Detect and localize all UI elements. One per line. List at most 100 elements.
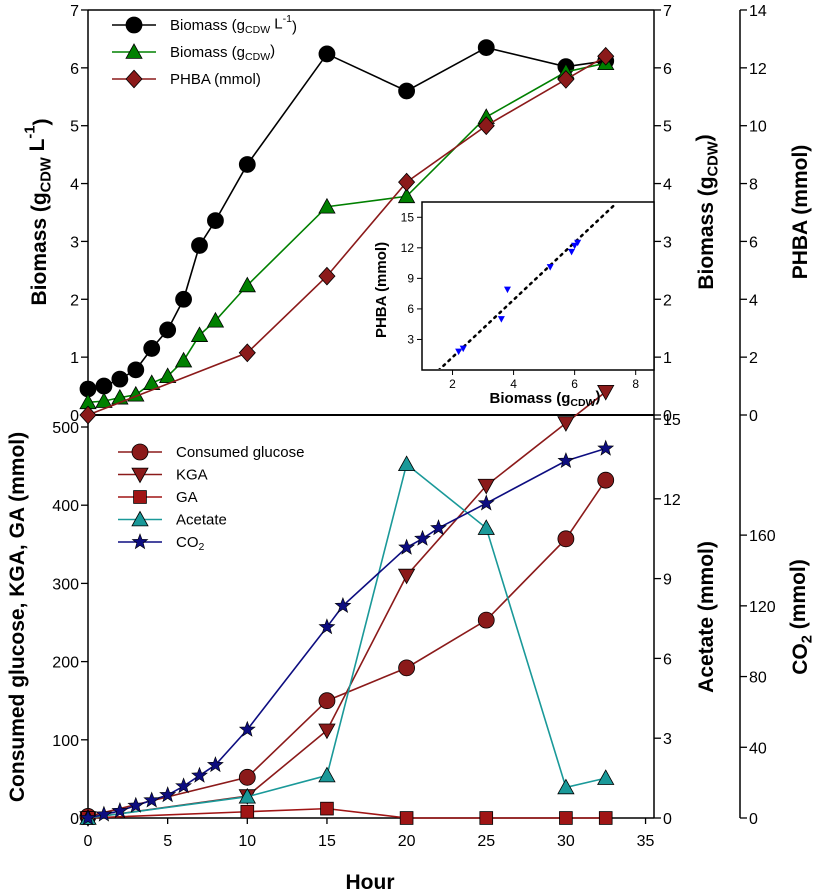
top-left-axis-tick-label: 5 <box>70 119 79 136</box>
bottom-legend-marker <box>131 467 149 484</box>
inset-x-axis-title: Biomass (gCDW) <box>490 389 601 410</box>
top-phba-axis-tick-label: 12 <box>749 61 767 78</box>
bottom-co2-point <box>159 786 177 803</box>
top-legend-marker <box>125 16 143 34</box>
bottom-acetate-point <box>557 778 575 795</box>
top-biomass-gcdw-point <box>318 197 336 214</box>
bottom-co2-point <box>206 756 224 773</box>
top-phba-axis-tick-label: 2 <box>749 350 758 367</box>
bottom-legend-marker <box>131 510 149 527</box>
top-phba-mmol-point <box>318 266 336 286</box>
bottom-ga-point <box>559 811 573 825</box>
bottom-kga-point <box>397 568 416 585</box>
bottom-consumed-glucose-point <box>238 768 256 786</box>
bottom-left-axis-tick-label: 0 <box>70 811 79 828</box>
top-left-axis-tick-label: 4 <box>70 177 79 194</box>
bottom-left-axis-tick-label: 500 <box>52 420 79 437</box>
top-phba-axis-tick-label: 10 <box>749 119 767 136</box>
bottom-legend-entry: Acetate <box>118 510 227 529</box>
bottom-legend-marker <box>131 443 149 461</box>
top-right-biomass-axis-tick-label: 0 <box>663 408 672 425</box>
bottom-left-axis-tick-label: 100 <box>52 733 79 750</box>
bottom-consumed-glucose-point <box>318 692 336 710</box>
top-biomass-gcdw-l-1-point <box>143 340 161 357</box>
inset-y-tick-label: 6 <box>407 302 414 316</box>
inset-point <box>546 264 554 271</box>
bottom-co2-point <box>318 618 336 635</box>
inset-point <box>455 348 463 356</box>
bottom-co2-point <box>430 519 447 536</box>
top-biomass-gcdw-l-1-point <box>207 212 224 229</box>
bottom-consumed-glucose-line <box>87 479 607 818</box>
inset-x-tick-label: 8 <box>632 377 639 391</box>
top-biomass-gcdw-l-1-point <box>175 290 192 308</box>
top-legend-entry: Biomass (gCDW L-1) <box>112 13 297 36</box>
bottom-legend-marker <box>133 490 147 504</box>
bottom-legend-entry: KGA <box>118 467 208 484</box>
x-axis-title: Hour <box>346 871 395 894</box>
inset-point <box>459 345 467 353</box>
bottom-co2-point <box>398 538 416 555</box>
top-phba-axis-title: PHBA (mmol) <box>789 145 812 280</box>
bottom-kga-point <box>318 723 336 740</box>
data-series <box>79 39 615 827</box>
top-legend-marker <box>125 69 143 89</box>
top-biomass-gcdw-point <box>95 392 113 408</box>
top-legend-label: Biomass (gCDW) <box>170 43 275 64</box>
legends: Biomass (gCDW L-1) Biomass (gCDW) PHBA (mm… <box>112 13 304 553</box>
bottom-co2-point <box>597 439 615 456</box>
bottom-ga-point <box>479 811 494 825</box>
top-phba-mmol-point <box>597 46 615 66</box>
bottom-co2-axis-tick-label: 0 <box>749 811 758 828</box>
bottom-co2-point <box>111 802 129 819</box>
top-phba-mmol-point <box>79 405 97 425</box>
top-phba-mmol-point <box>557 70 575 89</box>
top-right-biomass-axis-tick-label: 6 <box>663 61 672 78</box>
bottom-consumed-glucose-point <box>557 530 575 548</box>
bottom-legend-label: GA <box>176 489 198 506</box>
top-legend-entry: PHBA (mmol) <box>112 69 261 89</box>
x-axis-tick-label: 0 <box>84 833 93 850</box>
bottom-legend-entry: GA <box>118 489 198 506</box>
top-right-biomass-axis-tick-label: 5 <box>663 119 672 136</box>
inset-point <box>571 242 579 250</box>
bottom-legend-label: CO2 <box>176 534 205 553</box>
x-axis-tick-label: 20 <box>398 833 416 850</box>
bottom-consumed-glucose-point <box>477 611 495 629</box>
top-biomass-gcdw-l-1-point <box>191 237 208 254</box>
top-left-axis-tick-label: 7 <box>70 3 79 20</box>
bottom-legend-entry: Consumed glucose <box>118 443 304 461</box>
bottom-kga-point <box>597 385 615 401</box>
top-biomass-gcdw-point <box>190 326 209 342</box>
bottom-left-axis-tick-label: 300 <box>52 576 79 593</box>
bottom-co2-point <box>477 494 495 511</box>
bottom-ga-line <box>87 807 606 819</box>
top-biomass-gcdw-l-1-point <box>159 321 177 339</box>
bottom-acetate-point <box>318 766 336 783</box>
top-phba-mmol-series <box>79 46 615 425</box>
inset-x-tick-label: 6 <box>571 377 578 391</box>
inset-plot: 2 4 6 8 3 6 9 12 15 <box>401 203 639 391</box>
top-biomass-gcdw-point <box>206 311 225 328</box>
x-axis-tick-label: 5 <box>163 833 172 850</box>
top-left-axis-title: Biomass (gCDW L-1) <box>23 118 55 305</box>
bottom-acetate-point <box>477 519 495 535</box>
x-axis-tick-label: 10 <box>238 833 256 850</box>
top-right-biomass-axis-tick-label: 4 <box>663 177 672 194</box>
top-left-axis-tick-label: 3 <box>70 234 79 251</box>
bottom-co2-point <box>143 791 161 808</box>
bottom-acetate-axis-tick-label: 3 <box>663 731 672 748</box>
top-biomass-gcdw-l-1-point <box>238 156 256 173</box>
top-phba-axis-tick-label: 14 <box>749 3 767 20</box>
bottom-left-axis-tick-label: 200 <box>52 655 79 672</box>
bottom-acetate-axis-tick-label: 0 <box>663 811 672 828</box>
bottom-co2-axis-tick-label: 120 <box>749 599 776 616</box>
bottom-co2-point <box>175 777 193 794</box>
bottom-co2-axis-tick-label: 160 <box>749 528 776 545</box>
top-biomass-gcdw-l-1-point <box>111 370 129 388</box>
top-phba-axis-tick-label: 6 <box>749 234 758 251</box>
bottom-co2-point <box>334 596 352 613</box>
top-left-axis-tick-label: 1 <box>70 350 79 367</box>
bottom-co2-point <box>95 805 113 822</box>
bottom-acetate-axis-tick-label: 9 <box>663 572 672 589</box>
